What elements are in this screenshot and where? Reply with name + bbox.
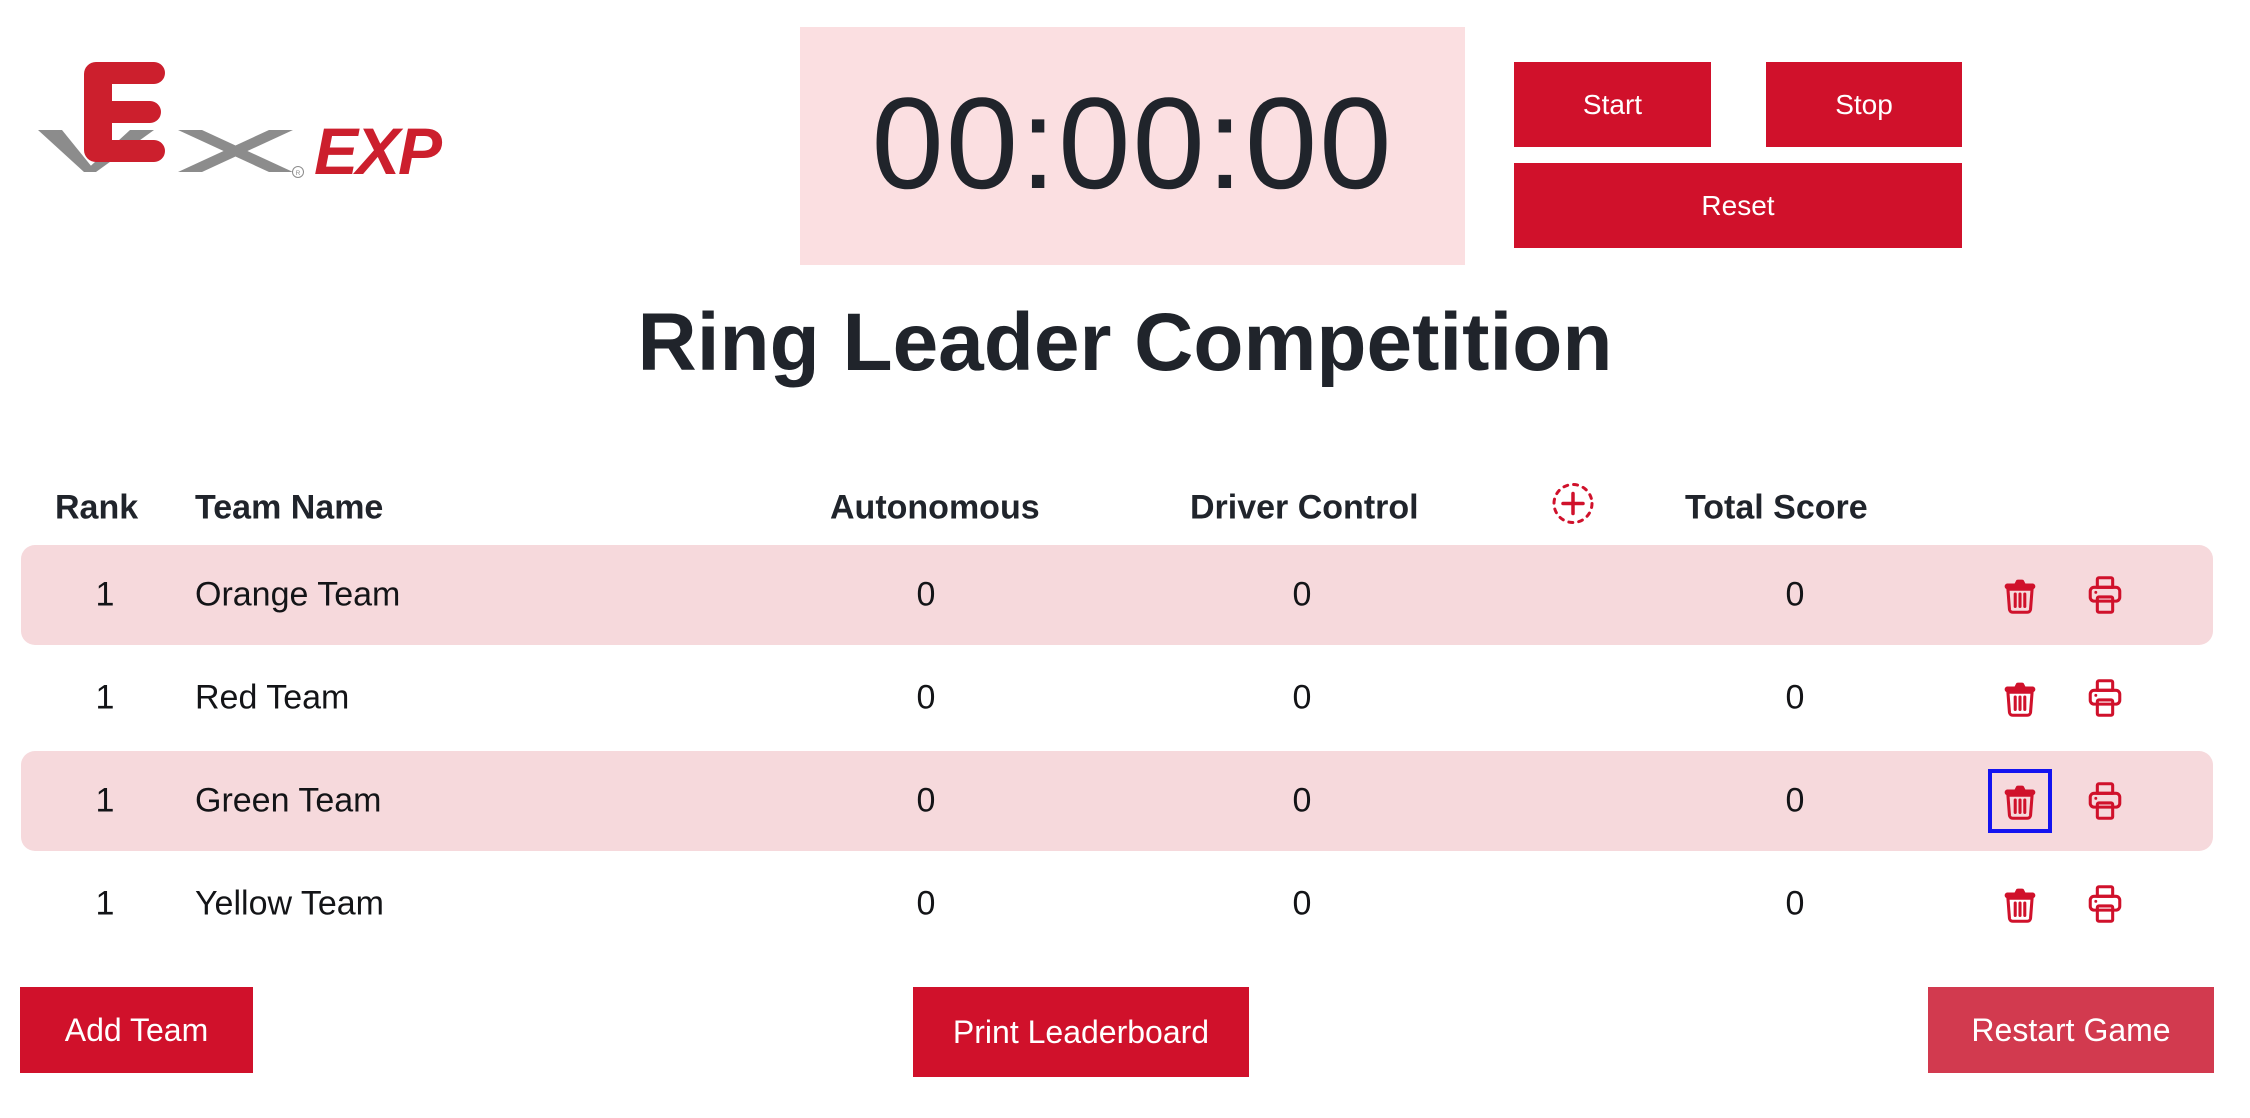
svg-text:EXP: EXP	[314, 114, 443, 188]
svg-text:R: R	[296, 170, 301, 177]
